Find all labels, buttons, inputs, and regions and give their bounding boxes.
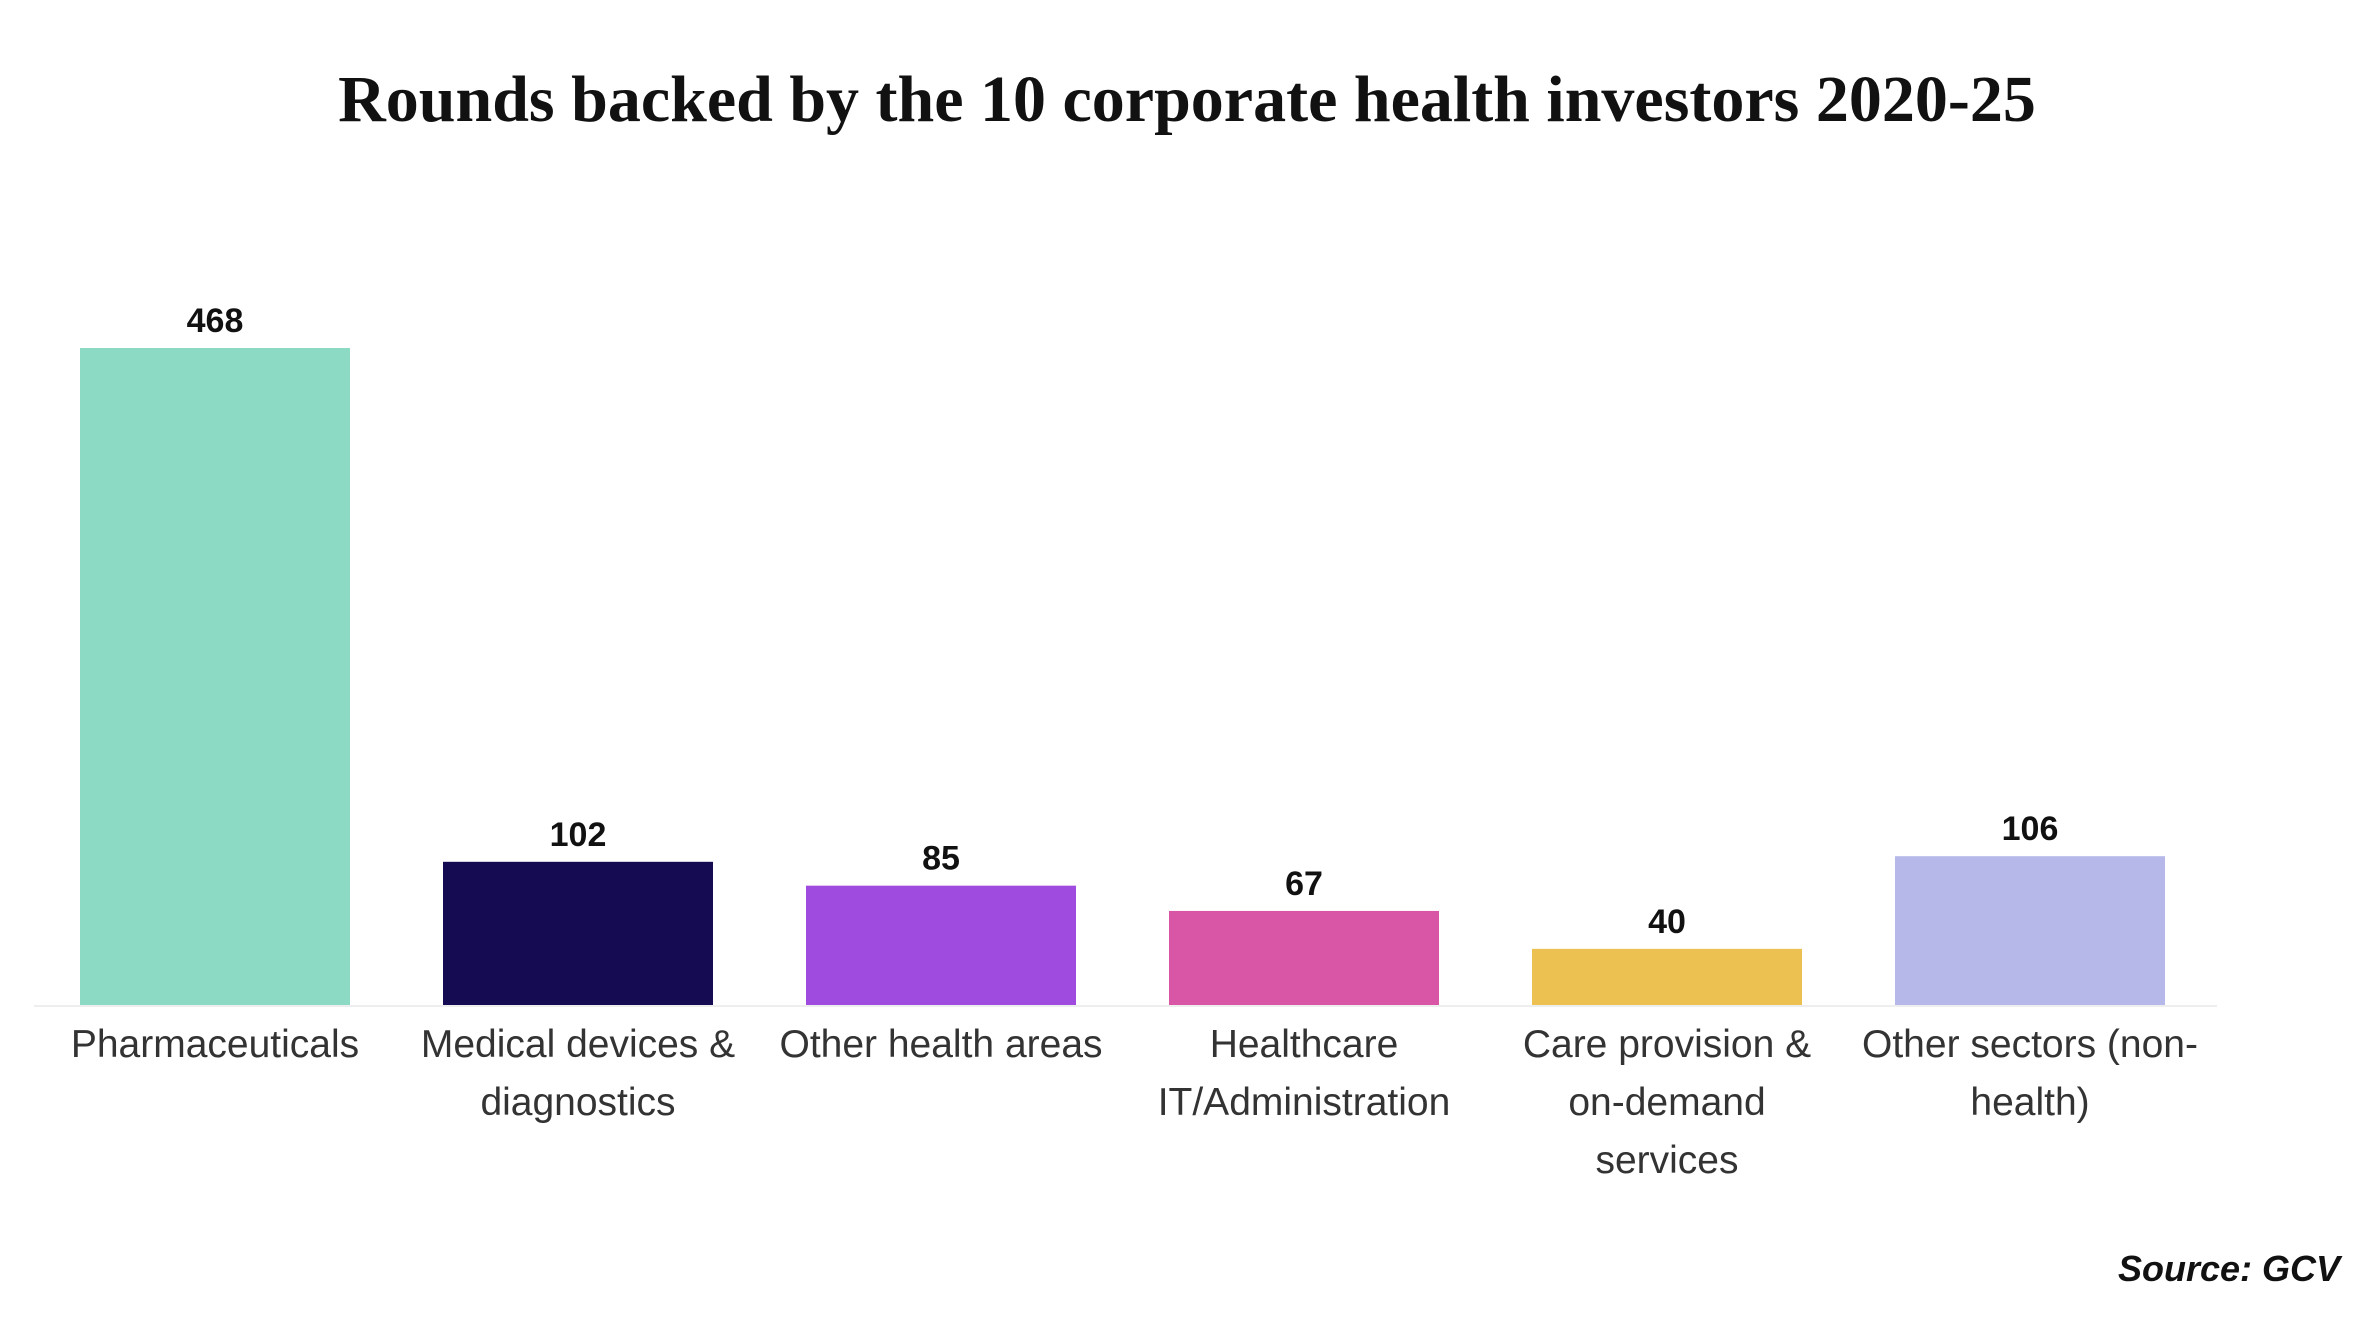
chart-title: Rounds backed by the 10 corporate health… bbox=[338, 63, 2036, 136]
bar bbox=[1895, 856, 2165, 1005]
value-label: 102 bbox=[550, 816, 607, 854]
value-label: 85 bbox=[922, 840, 960, 878]
value-label: 106 bbox=[2002, 810, 2059, 848]
x-tick-label: Pharmaceuticals bbox=[70, 1023, 360, 1066]
bar bbox=[443, 861, 713, 1005]
x-tick-label: Care provision & on-demand services bbox=[1522, 1023, 1812, 1182]
value-label: 468 bbox=[187, 302, 244, 340]
x-tick-label: Other sectors (non-health) bbox=[1862, 1023, 2198, 1124]
value-label: 67 bbox=[1285, 865, 1323, 903]
bar bbox=[1532, 948, 1802, 1005]
bar bbox=[80, 348, 350, 1005]
bar bbox=[806, 885, 1076, 1005]
x-tick-label: Medical devices & diagnostics bbox=[420, 1023, 736, 1124]
value-label: 40 bbox=[1648, 903, 1686, 941]
x-tick-label: Other health areas bbox=[779, 1023, 1103, 1066]
bar bbox=[1169, 910, 1439, 1005]
x-tick-label: Healthcare IT/Administration bbox=[1157, 1023, 1451, 1124]
source-note: Source: GCV bbox=[2117, 1248, 2340, 1289]
